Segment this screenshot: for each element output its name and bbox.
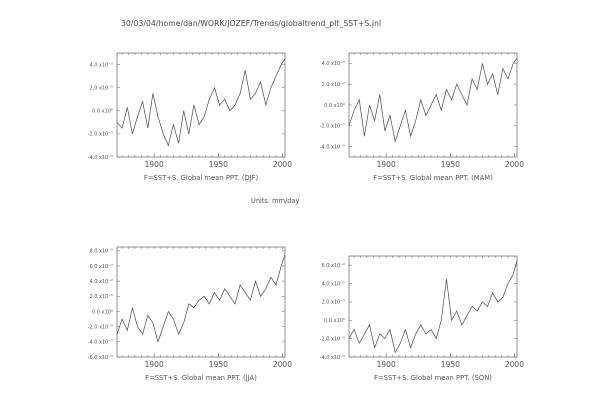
y-tick-label: 0.0 x10⁰: [324, 318, 345, 324]
y-tick-label: 4.0 x10⁻²: [89, 279, 113, 285]
series-line: [348, 57, 518, 143]
y-tick-label: 4.0 x10⁻²: [321, 281, 345, 287]
y-tick-label: -2.0 x10⁻²: [88, 132, 113, 138]
y-tick-label: 2.0 x10⁻²: [89, 85, 113, 91]
y-tick-label: 4.0 x10⁻²: [89, 62, 113, 68]
plot-frame: [348, 255, 518, 358]
y-tick-label: 0.0 x10⁰: [324, 103, 345, 109]
x-tick-label: 1900: [145, 360, 164, 369]
plot-frame: [116, 52, 286, 158]
y-tick-label: 2.0 x10⁻²: [321, 300, 345, 306]
plot-file-path: 30/03/04/home/dan/WORK/JOZEF/Trends/glob…: [121, 19, 382, 28]
y-tick-label: 6.0 x10⁻²: [89, 264, 113, 270]
x-tick-label: 1950: [441, 360, 460, 369]
y-tick-label: 2.0 x10⁻²: [321, 82, 345, 88]
x-tick-label: 1950: [441, 160, 460, 169]
y-tick-label: -6.0 x10⁻²: [88, 355, 113, 361]
x-tick-label: 1900: [377, 360, 396, 369]
series-line: [116, 254, 286, 343]
x-tick-label: 1900: [145, 160, 164, 169]
x-axis-label: F=SST+S. Global mean PPT. (JJA): [145, 374, 257, 382]
y-tick-label: 0.0 x10⁰: [92, 309, 113, 315]
chart-son: 1900 1950 2000 -4.0 x10⁻² -2.0 x10⁻² 0.0 x10⁰…: [320, 255, 524, 382]
x-tick-label: 1950: [209, 360, 228, 369]
x-axis-label: F=SST+S. Global mean PPT. (SON): [374, 374, 492, 382]
y-tick-label: 2.0 x10⁻²: [89, 294, 113, 300]
x-axis-label: F=SST+S. Global mean PPT. (DJF): [144, 174, 259, 182]
series-line: [348, 260, 518, 354]
chart-jja: 1900 1950 2000 -6.0 x10⁻² -4.0 x10⁻² -2.0 x10…: [88, 246, 292, 382]
x-tick-label: 1900: [377, 160, 396, 169]
y-tick-label: 0.0 x10⁰: [92, 109, 113, 115]
y-tick-label: -4.0 x10⁻²: [320, 355, 345, 361]
units-label: Units: mm/day: [251, 197, 300, 205]
plot-frame: [116, 246, 286, 358]
y-tick-label: -2.0 x10⁻²: [320, 336, 345, 342]
x-tick-label: 2000: [505, 360, 524, 369]
x-tick-label: 2000: [273, 160, 292, 169]
y-tick-label: -4.0 x10⁻²: [320, 144, 345, 150]
y-tick-label: 8.0 x10⁻²: [89, 249, 113, 255]
series-line: [116, 58, 286, 147]
y-tick-label: 4.0 x10⁻²: [321, 61, 345, 67]
y-tick-label: 6.0 x10⁻²: [321, 263, 345, 269]
y-tick-label: -4.0 x10⁻²: [88, 155, 113, 161]
chart-djf: 1900 1950 2000 -4.0 x10⁻² -2.0 x10⁻² 0.0 x10⁰…: [88, 52, 292, 182]
chart-mam: 1900 1950 2000 -4.0 x10⁻² -2.0 x10⁻² 0.0 x10⁰…: [320, 52, 524, 182]
y-tick-label: -4.0 x10⁻²: [88, 340, 113, 346]
x-tick-label: 2000: [505, 160, 524, 169]
y-tick-label: -2.0 x10⁻²: [320, 124, 345, 130]
y-tick-label: -2.0 x10⁻²: [88, 324, 113, 330]
plot-frame: [348, 52, 518, 158]
x-tick-label: 1950: [209, 160, 228, 169]
x-tick-label: 2000: [273, 360, 292, 369]
x-axis-label: F=SST+S. Global mean PPT. (MAM): [373, 174, 493, 182]
